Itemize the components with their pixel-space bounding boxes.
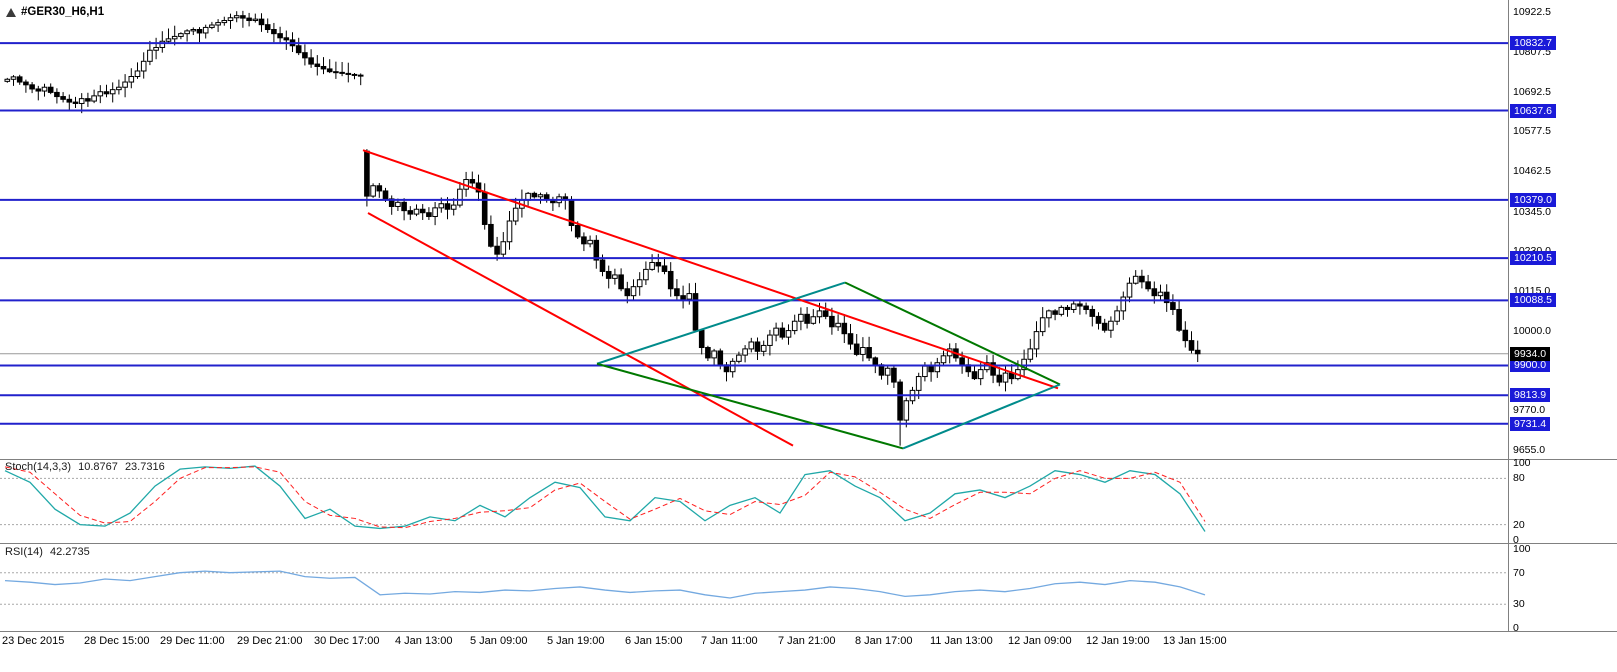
rsi-level-label: 30 bbox=[1513, 598, 1525, 611]
time-axis-label: 11 Jan 13:00 bbox=[930, 635, 993, 647]
time-axis-label: 30 Dec 17:00 bbox=[314, 635, 380, 647]
time-axis-label: 23 Dec 2015 bbox=[2, 635, 65, 647]
rsi-line bbox=[4, 570, 1206, 599]
platform-logo-icon bbox=[6, 7, 16, 17]
rsi-level-label: 100 bbox=[1513, 543, 1531, 555]
time-axis[interactable]: 23 Dec 2015 28 Dec 15:00 29 Dec 11:00 29 De… bbox=[0, 633, 1617, 651]
stoch-level-label: 100 bbox=[1513, 457, 1531, 469]
rsi-level-label: 0 bbox=[1513, 622, 1519, 634]
time-axis-label: 29 Dec 11:00 bbox=[160, 635, 225, 647]
price-tick-label: 9655.0 bbox=[1513, 444, 1546, 457]
stoch-level-label: 20 bbox=[1513, 518, 1525, 531]
price-tick-label: 10000.0 bbox=[1513, 324, 1551, 337]
time-axis-label: 29 Dec 21:00 bbox=[237, 635, 303, 647]
time-axis-label: 5 Jan 19:00 bbox=[547, 635, 605, 647]
price-tick-label: 10692.5 bbox=[1513, 85, 1551, 98]
sr-lines[interactable] bbox=[0, 42, 1508, 425]
sr-price-label: 10088.5 bbox=[1510, 293, 1556, 308]
time-axis-label: 4 Jan 13:00 bbox=[395, 635, 453, 647]
rsi-value: 42.2735 bbox=[49, 546, 90, 558]
time-axis-label: 28 Dec 15:00 bbox=[84, 635, 150, 647]
rsi-name: RSI(14) bbox=[5, 546, 43, 558]
current-price-label: 9934.0 bbox=[1510, 346, 1551, 361]
price-tick-label: 10462.5 bbox=[1513, 165, 1551, 178]
time-axis-label: 7 Jan 21:00 bbox=[778, 635, 836, 647]
time-axis-label: 13 Jan 15:00 bbox=[1163, 635, 1227, 647]
stoch-signal-line bbox=[4, 466, 1206, 529]
time-axis-label: 6 Jan 15:00 bbox=[625, 635, 683, 647]
time-axis-label: 12 Jan 09:00 bbox=[1008, 635, 1072, 647]
price-tick-label: 10345.0 bbox=[1513, 205, 1551, 218]
sr-price-label: 9900.0 bbox=[1510, 358, 1551, 373]
rsi-indicator-label: RSI(14) 42.2735 bbox=[5, 546, 94, 558]
sr-price-label: 10210.5 bbox=[1510, 251, 1556, 266]
time-axis-label: 12 Jan 19:00 bbox=[1086, 635, 1150, 647]
symbol-period-text: #GER30_H6,H1 bbox=[21, 6, 105, 18]
stoch-level-label: 0 bbox=[1513, 534, 1519, 546]
sr-price-label: 10832.7 bbox=[1510, 36, 1556, 51]
rsi-level-label: 70 bbox=[1513, 566, 1525, 579]
price-tick-label: 10922.5 bbox=[1513, 6, 1551, 19]
sr-price-label: 10379.0 bbox=[1510, 192, 1556, 207]
sr-price-label: 9731.4 bbox=[1510, 416, 1551, 431]
price-tick-label: 10577.5 bbox=[1513, 125, 1551, 138]
stoch-value-signal: 23.7316 bbox=[124, 461, 165, 473]
stoch-name: Stoch(14,3,3) bbox=[5, 461, 72, 473]
diamond-pattern[interactable] bbox=[596, 281, 1061, 450]
candles[interactable] bbox=[4, 10, 1201, 446]
chart-symbol-label: #GER30_H6,H1 bbox=[6, 6, 104, 18]
time-axis-label: 7 Jan 11:00 bbox=[701, 635, 758, 647]
stoch-level-label: 80 bbox=[1513, 472, 1525, 485]
stoch-indicator-label: Stoch(14,3,3) 10.8767 23.7316 bbox=[5, 461, 169, 473]
price-tick-label: 9770.0 bbox=[1513, 404, 1546, 417]
sr-price-label: 9813.9 bbox=[1510, 388, 1551, 403]
stoch-value-main: 10.8767 bbox=[78, 461, 118, 473]
price-axis[interactable]: 10922.5 10807.5 10692.5 10577.5 10462.5 10345… bbox=[0, 0, 1617, 634]
time-axis-label: 5 Jan 09:00 bbox=[470, 635, 528, 647]
stoch-main-line bbox=[4, 465, 1206, 532]
sr-price-label: 10637.6 bbox=[1510, 103, 1556, 118]
time-axis-label: 8 Jan 17:00 bbox=[855, 635, 913, 647]
trendlines[interactable] bbox=[362, 149, 1059, 447]
